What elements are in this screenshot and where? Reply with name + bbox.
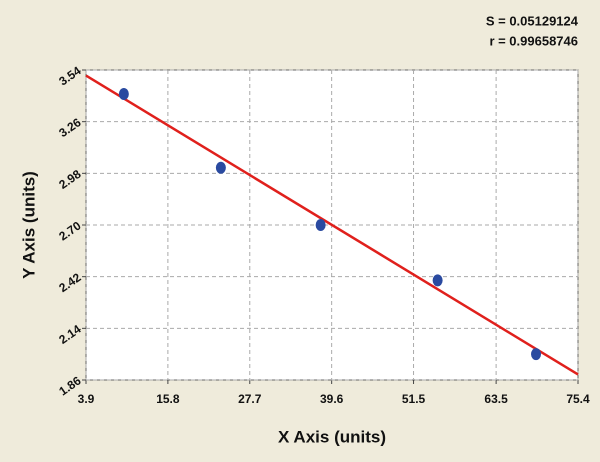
x-axis-title: X Axis (units) bbox=[278, 427, 386, 446]
annotation: S = 0.05129124 bbox=[486, 13, 579, 28]
y-axis-title: Y Axis (units) bbox=[19, 171, 38, 279]
data-point bbox=[315, 219, 326, 231]
annotation: r = 0.99658746 bbox=[489, 33, 578, 48]
fit-line bbox=[85, 74, 579, 376]
data-point bbox=[531, 348, 542, 361]
x-tick-label: 39.6 bbox=[320, 392, 344, 406]
x-tick-label: 27.7 bbox=[238, 392, 262, 406]
x-tick-label: 51.5 bbox=[402, 392, 426, 406]
data-point bbox=[432, 274, 443, 287]
x-tick-label: 15.8 bbox=[156, 392, 180, 406]
x-tick-label: 3.9 bbox=[78, 392, 95, 406]
x-tick-label: 63.5 bbox=[484, 392, 508, 406]
data-point bbox=[118, 87, 129, 100]
x-tick-label: 75.4 bbox=[566, 392, 590, 406]
data-point bbox=[215, 161, 226, 174]
